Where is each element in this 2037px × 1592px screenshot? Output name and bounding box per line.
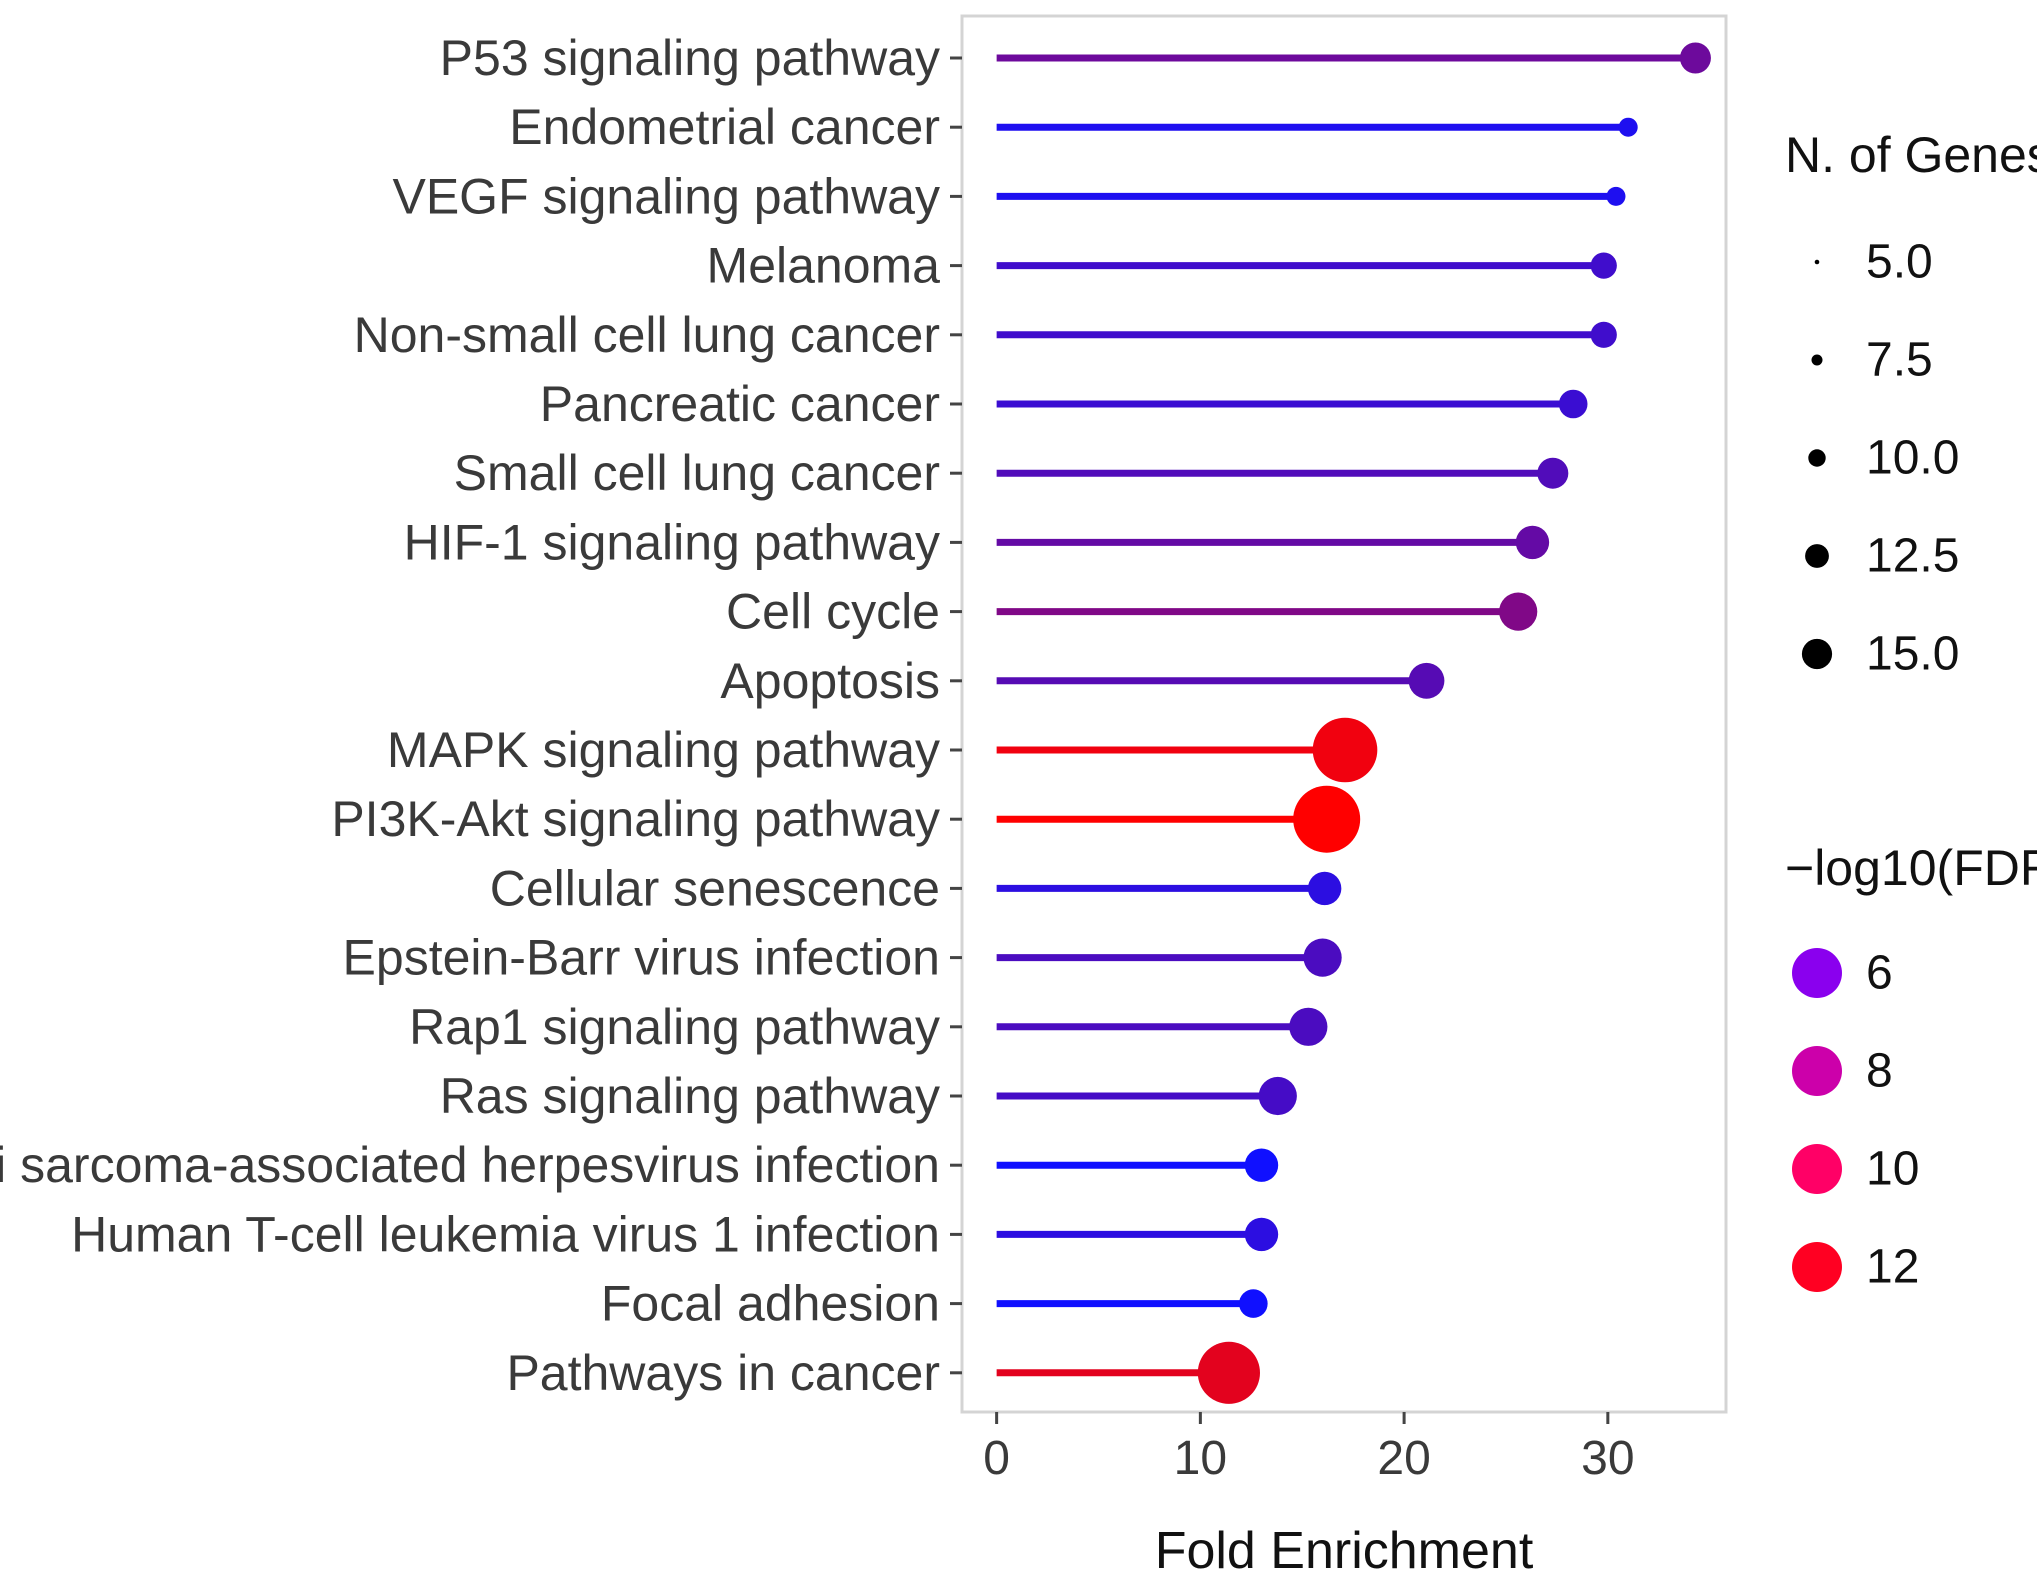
category-label: Endometrial cancer [509, 99, 940, 155]
color-legend-key [1792, 1242, 1842, 1292]
lollipop-point [1558, 389, 1588, 419]
category-label: PI3K-Akt signaling pathway [331, 791, 940, 847]
lollipop-point [1293, 785, 1361, 853]
color-legend-label: 8 [1866, 1045, 1893, 1098]
color-legend-label: 6 [1866, 947, 1893, 1000]
lollipop-point [1289, 1007, 1328, 1046]
category-label: Melanoma [707, 238, 941, 294]
size-legend-key [1814, 259, 1820, 265]
size-legend-items: 5.0 7.5 10.0 12.5 15.0 [1801, 236, 1959, 681]
color-legend-label: 12 [1866, 1241, 1919, 1294]
color-legend-key [1792, 948, 1842, 998]
category-label: Kaposi sarcoma-associated herpesvirus in… [0, 1137, 940, 1193]
category-labels: P53 signaling pathway Endometrial cancer V… [0, 30, 940, 1401]
lollipop-point [1590, 252, 1617, 279]
x-tick-label: 20 [1377, 1432, 1430, 1485]
category-label: Small cell lung cancer [454, 445, 940, 501]
size-legend-title: N. of Genes [1785, 127, 2037, 183]
size-legend: N. of Genes 5.0 7.5 10.0 12.5 15.0 [1785, 127, 2037, 681]
size-legend-key [1801, 638, 1833, 670]
category-label: P53 signaling pathway [440, 30, 940, 86]
x-tick-label: 0 [983, 1432, 1010, 1485]
lollipop-point [1590, 321, 1617, 348]
lollipop-point [1408, 662, 1445, 699]
color-legend-key [1792, 1144, 1842, 1194]
lollipop-point [1239, 1289, 1268, 1318]
category-label: Ras signaling pathway [440, 1068, 940, 1124]
lollipop-point [1312, 717, 1378, 783]
y-axis-ticks [950, 56, 962, 1375]
size-legend-label: 5.0 [1866, 236, 1933, 289]
lollipop-point [1244, 1148, 1279, 1182]
lollipop-point [1537, 457, 1569, 489]
x-tick-label: 30 [1581, 1432, 1634, 1485]
lollipop-point [1618, 117, 1638, 137]
lollipop-point [1258, 1076, 1297, 1116]
category-label: VEGF signaling pathway [392, 168, 940, 224]
category-label: MAPK signaling pathway [387, 722, 940, 778]
lollipop-point [1515, 525, 1550, 560]
panel-border [960, 14, 1728, 1414]
lollipop-stems [996, 54, 1696, 1377]
category-label: Epstein-Barr virus infection [343, 930, 940, 986]
lollipop-point [1499, 592, 1538, 631]
color-legend-title: −log10(FDR) [1785, 840, 2037, 896]
x-axis-ticks [995, 1412, 1610, 1424]
color-legend-label: 10 [1866, 1143, 1919, 1196]
category-label: Focal adhesion [601, 1276, 940, 1332]
category-label: Human T-cell leukemia virus 1 infection [71, 1206, 940, 1262]
category-label: Cell cycle [726, 584, 940, 640]
x-tick-label: 10 [1174, 1432, 1227, 1485]
size-legend-key [1811, 354, 1823, 366]
lollipop-points [1197, 42, 1711, 1404]
size-legend-key [1808, 449, 1826, 467]
lollipop-point [1679, 42, 1711, 74]
x-axis-title: Fold Enrichment [1155, 1522, 1534, 1580]
size-legend-label: 12.5 [1866, 530, 1959, 583]
category-label: HIF-1 signaling pathway [404, 514, 940, 570]
size-legend-label: 15.0 [1866, 628, 1959, 681]
lollipop-point [1606, 186, 1626, 206]
category-label: Pancreatic cancer [540, 376, 940, 432]
category-label: Cellular senescence [490, 860, 940, 916]
lollipop-point [1244, 1217, 1279, 1252]
color-legend: −log10(FDR) 6 8 10 12 [1785, 840, 2037, 1294]
lollipop-point [1303, 938, 1342, 977]
category-label: Apoptosis [720, 653, 940, 709]
category-label: Non-small cell lung cancer [354, 307, 940, 363]
lollipop-point [1307, 871, 1342, 906]
category-label: Pathways in cancer [506, 1345, 940, 1401]
x-tick-labels: 0 10 20 30 [983, 1432, 1634, 1485]
size-legend-key [1805, 544, 1829, 568]
category-label: Rap1 signaling pathway [409, 999, 940, 1055]
size-legend-label: 7.5 [1866, 334, 1933, 387]
size-legend-label: 10.0 [1866, 432, 1959, 485]
lollipop-point [1197, 1341, 1260, 1404]
color-legend-key [1792, 1046, 1842, 1096]
color-legend-items: 6 8 10 12 [1792, 947, 1919, 1294]
